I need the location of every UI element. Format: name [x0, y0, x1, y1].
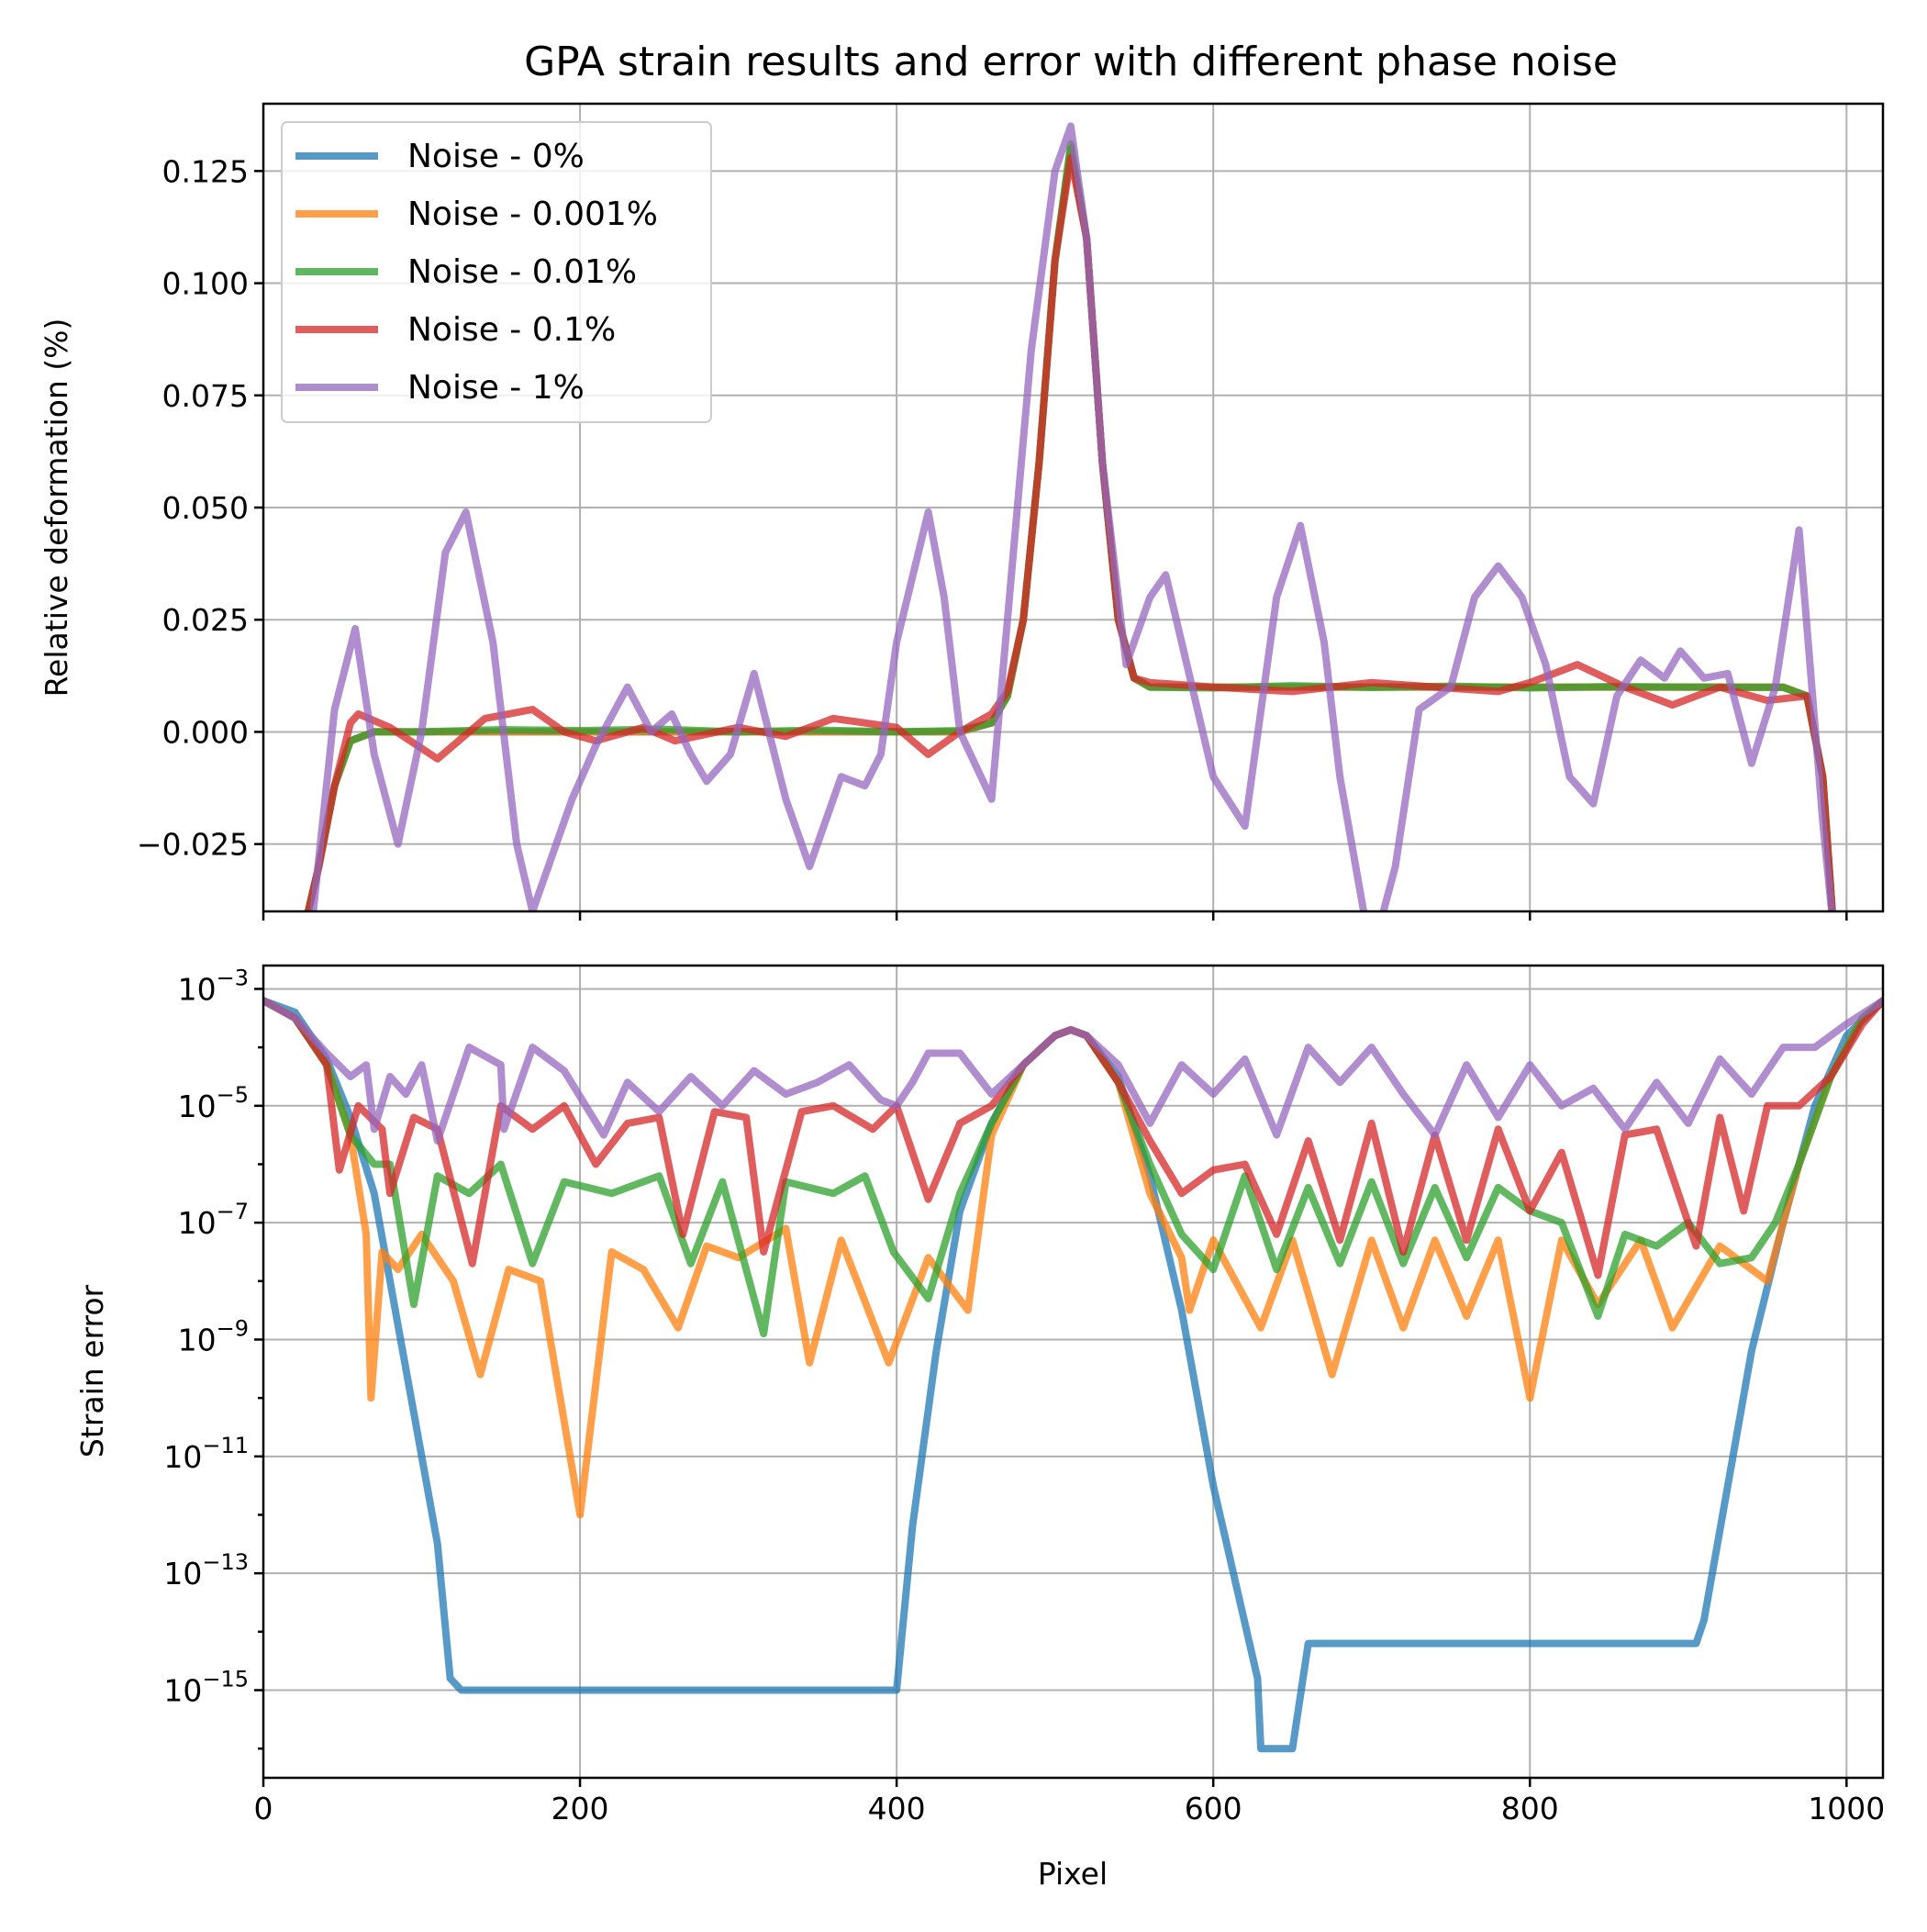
legend-frame — [281, 121, 712, 423]
top-ticks: −0.025 0.000 0.025 0.050 0.075 0.100 0.125 — [137, 153, 1848, 921]
legend-label: Noise - 1% — [407, 369, 585, 407]
bottom-series-group — [263, 997, 1883, 1753]
top-y-tick-label: 0.075 — [162, 378, 249, 414]
top-panel: −0.025 0.000 0.025 0.050 0.075 0.100 0.125 Rel… — [39, 102, 1885, 921]
bottom-x-tick-label: 600 — [1185, 1791, 1242, 1826]
top-y-tick-label: 0.025 — [162, 602, 249, 638]
top-y-tick-label: −0.025 — [137, 827, 249, 863]
legend-label: Noise - 0.001% — [407, 195, 658, 233]
bottom-y-tick-label: 10−3 — [178, 965, 249, 1007]
bottom-series-line-noise-1 — [263, 997, 1883, 1145]
bottom-y-tick-label: 10−7 — [178, 1199, 249, 1241]
bottom-y-tick-label: 10−9 — [178, 1315, 249, 1357]
bottom-ticks: 0 200 400 600 800 1000 10−3 10−5 10−7 10−9 10−11 10… — [163, 965, 1885, 1826]
chart-title: GPA strain results and error with differ… — [524, 39, 1618, 85]
bottom-x-tick-label: 0 — [254, 1791, 273, 1826]
top-series-line-noise-0-1 — [304, 153, 1836, 911]
bottom-panel: 0 200 400 600 800 1000 10−3 10−5 10−7 10−9 10−11 10… — [74, 964, 1885, 1892]
top-y-tick-label: 0.125 — [162, 153, 249, 189]
top-y-axis-label: Relative deformation (%) — [39, 318, 74, 698]
bottom-x-tick-label: 200 — [551, 1791, 609, 1826]
top-y-tick-label: 0.050 — [162, 490, 249, 526]
legend: Noise - 0% Noise - 0.001% Noise - 0.01% Noi… — [281, 121, 712, 423]
bottom-y-axis-label: Strain error — [74, 1284, 110, 1457]
bottom-y-tick-label: 10−15 — [163, 1666, 249, 1708]
bottom-y-tick-label: 10−11 — [163, 1433, 249, 1475]
bottom-x-axis-label: Pixel — [1038, 1856, 1108, 1892]
bottom-y-tick-label: 10−5 — [178, 1082, 249, 1124]
bottom-x-tick-label: 800 — [1501, 1791, 1559, 1826]
legend-label: Noise - 0.01% — [407, 253, 637, 291]
legend-label: Noise - 0% — [407, 138, 585, 175]
top-series-group — [304, 122, 1836, 911]
bottom-x-tick-label: 400 — [868, 1791, 926, 1826]
bottom-x-tick-label: 1000 — [1808, 1791, 1885, 1826]
top-y-tick-label: 0.000 — [162, 714, 249, 750]
top-y-tick-label: 0.100 — [162, 266, 249, 302]
bottom-axes-frame — [262, 964, 1885, 1780]
top-series-line-noise-1 — [309, 122, 1836, 911]
legend-label: Noise - 0.1% — [407, 311, 616, 349]
bottom-y-tick-label: 10−13 — [163, 1549, 249, 1591]
